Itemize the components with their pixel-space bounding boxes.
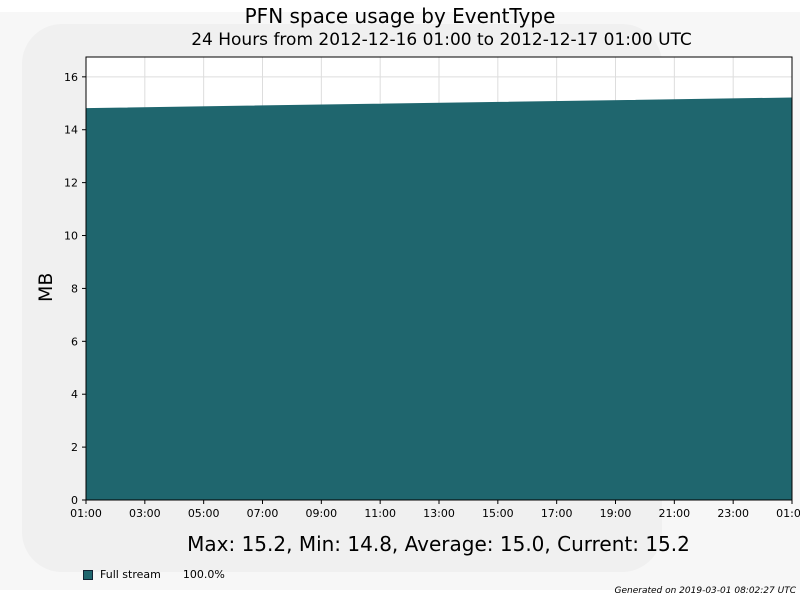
chart-title: PFN space usage by EventType (244, 4, 556, 28)
x-tick-label: 01:00 (776, 507, 800, 520)
legend-label: Full stream (100, 568, 161, 581)
y-tick-label: 8 (71, 282, 78, 295)
y-tick-label: 0 (71, 494, 78, 507)
x-tick-label: 07:00 (247, 507, 279, 520)
x-tick-label: 05:00 (188, 507, 220, 520)
y-tick-label: 6 (71, 335, 78, 348)
x-tick-label: 09:00 (305, 507, 337, 520)
summary-stats: Max: 15.2, Min: 14.8, Average: 15.0, Cur… (187, 532, 690, 556)
x-tick-label: 13:00 (423, 507, 455, 520)
y-tick-label: 16 (64, 71, 78, 84)
y-tick-label: 10 (64, 230, 78, 243)
series-area-full-stream (85, 97, 793, 501)
x-tick-label: 21:00 (658, 507, 690, 520)
chart-subtitle: 24 Hours from 2012-12-16 01:00 to 2012-1… (191, 30, 692, 50)
x-tick-label: 01:00 (70, 507, 102, 520)
x-tick-label: 11:00 (364, 507, 396, 520)
generated-timestamp: Generated on 2019-03-01 08:02:27 UTC (614, 586, 797, 596)
y-tick-label: 14 (64, 124, 78, 137)
y-tick-label: 2 (71, 441, 78, 454)
x-tick-label: 03:00 (129, 507, 161, 520)
legend: Full stream 100.0% (83, 568, 225, 581)
x-tick-label: 19:00 (600, 507, 632, 520)
y-tick-label: 4 (71, 388, 78, 401)
legend-percent: 100.0% (182, 568, 225, 581)
x-tick-label: 17:00 (541, 507, 573, 520)
x-tick-label: 15:00 (482, 507, 514, 520)
x-tick-label: 23:00 (717, 507, 749, 520)
legend-swatch (83, 569, 93, 580)
y-tick-label: 12 (64, 177, 78, 190)
